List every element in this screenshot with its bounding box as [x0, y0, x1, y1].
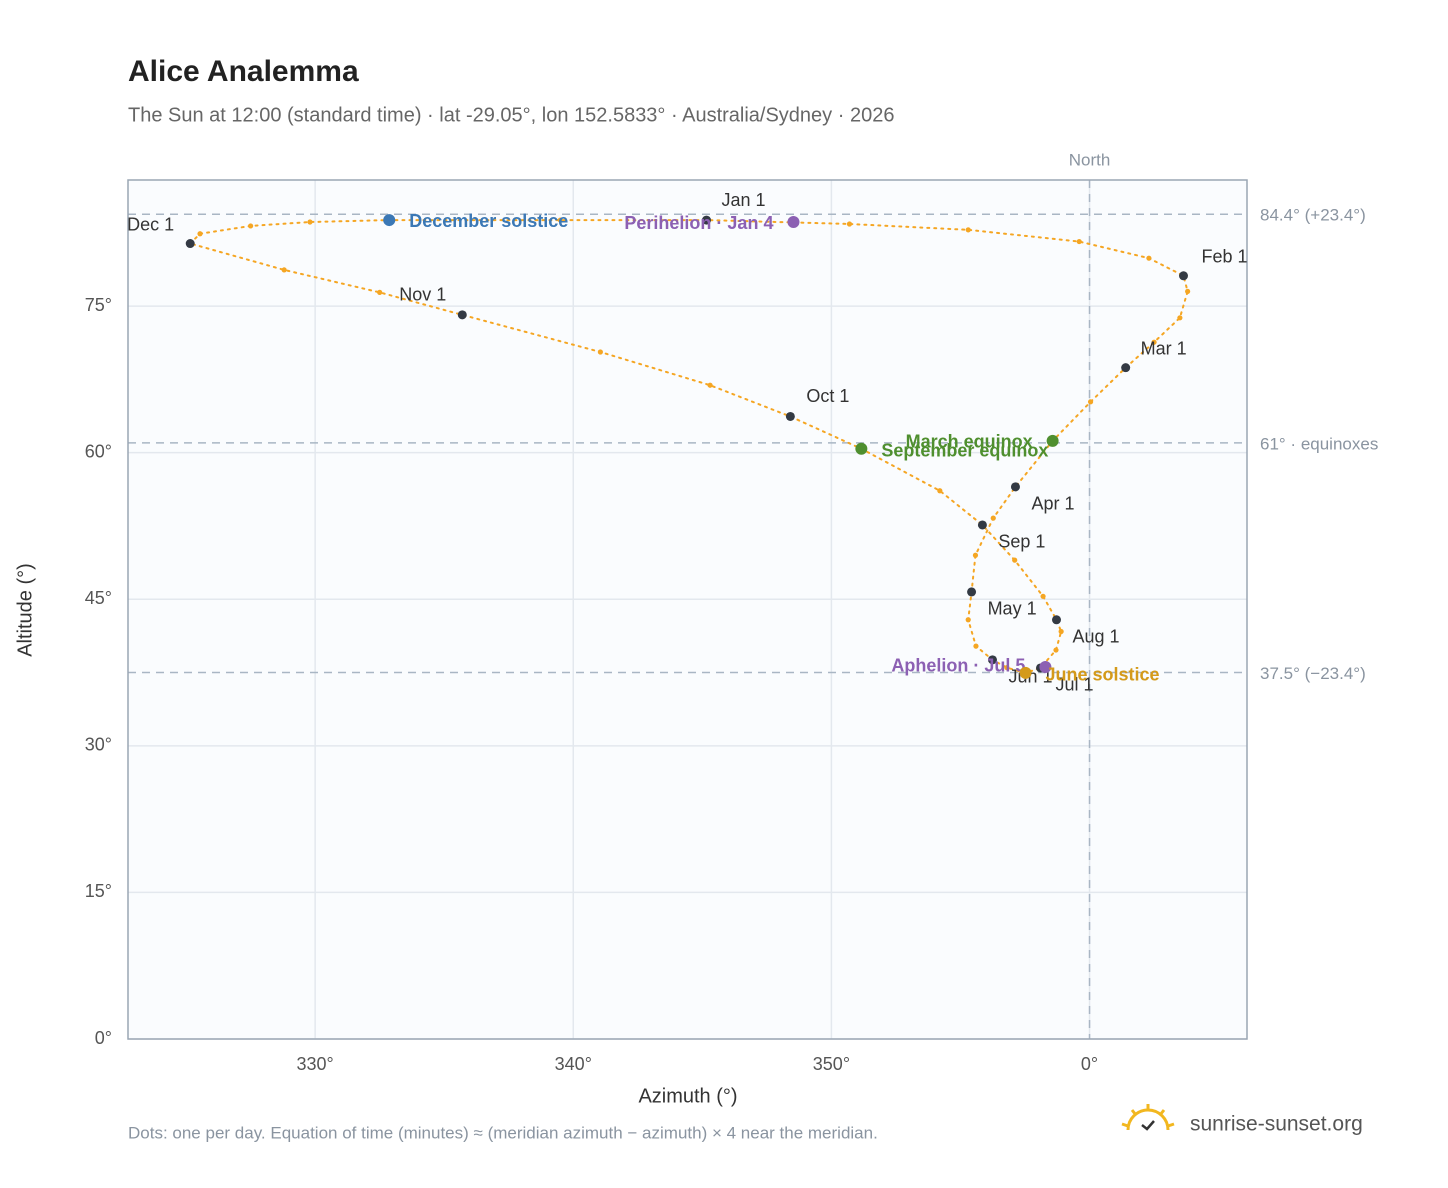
event-dot — [855, 442, 868, 455]
day-dot — [1177, 315, 1183, 321]
y-tick-label: 45° — [85, 588, 112, 608]
day-dot — [248, 223, 254, 229]
event-label: March equinox — [906, 432, 1033, 452]
day-dot — [965, 617, 971, 623]
month-label: Mar 1 — [1141, 338, 1187, 358]
month-dot — [967, 587, 977, 597]
day-dot — [377, 289, 383, 295]
month-dot — [785, 411, 795, 421]
month-label: Jan 1 — [721, 190, 765, 210]
event-dot — [787, 216, 800, 229]
event-label: September equinox — [881, 440, 1048, 460]
reference-label: 61° · equinoxes — [1260, 434, 1378, 453]
month-dot — [1178, 271, 1188, 281]
month-label: Feb 1 — [1201, 247, 1247, 267]
y-tick-label: 0° — [95, 1028, 112, 1048]
day-dot — [1040, 593, 1046, 599]
day-dot — [707, 382, 713, 388]
month-dot — [1010, 482, 1020, 492]
event-dot — [1046, 434, 1059, 447]
day-dot — [990, 515, 996, 521]
day-dot — [307, 219, 313, 225]
month-label: Oct 1 — [806, 386, 849, 406]
event-dot — [383, 214, 396, 227]
north-label: North — [1069, 150, 1111, 169]
day-dot — [1146, 255, 1152, 261]
day-dot — [846, 221, 853, 227]
event-dot — [1019, 666, 1032, 679]
month-label: May 1 — [988, 599, 1037, 619]
event-label: Perihelion · Jan 4 — [624, 213, 773, 233]
day-dot — [1058, 628, 1064, 635]
y-tick-label: 15° — [85, 881, 112, 901]
month-dot — [987, 655, 997, 665]
brand-name: sunrise-sunset.org — [1190, 1113, 1363, 1136]
day-dot — [972, 552, 979, 558]
month-label: Aug 1 — [1072, 627, 1119, 647]
reference-label: 37.5° (−23.4°) — [1260, 664, 1366, 683]
day-dot — [965, 227, 971, 233]
chart-title: Alice Analemma — [128, 55, 359, 88]
event-label: June solstice — [1046, 665, 1160, 685]
plot-frame — [127, 179, 1248, 1040]
month-label: Nov 1 — [399, 285, 446, 305]
event-label: Aphelion · Jul 5 — [891, 656, 1025, 676]
month-dot — [185, 239, 195, 249]
day-dot — [597, 349, 603, 355]
month-label: Jul 1 — [1055, 675, 1093, 695]
y-tick-label: 30° — [85, 735, 112, 755]
event-dot — [1039, 660, 1052, 673]
month-dot — [1051, 615, 1061, 625]
day-dot — [1004, 665, 1010, 671]
y-tick-label: 60° — [85, 441, 112, 461]
plot-area — [128, 180, 1247, 1039]
month-label: Dec 1 — [127, 214, 174, 234]
day-dot — [281, 267, 287, 273]
month-dot — [457, 310, 467, 320]
x-tick-label: 350° — [813, 1054, 850, 1074]
y-tick-label: 75° — [85, 295, 112, 315]
x-tick-label: 330° — [297, 1054, 334, 1074]
day-dot — [557, 217, 563, 223]
month-dot — [701, 215, 711, 225]
brand-logo — [1121, 1104, 1175, 1131]
chart-subtitle: The Sun at 12:00 (standard time) · lat -… — [128, 104, 894, 126]
day-dot — [1151, 339, 1157, 345]
month-dot — [1121, 363, 1131, 373]
day-dot — [937, 488, 943, 494]
day-dot — [1076, 238, 1082, 245]
x-tick-label: 340° — [555, 1054, 592, 1074]
month-label: Sep 1 — [998, 532, 1045, 552]
footnote: Dots: one per day. Equation of time (min… — [128, 1123, 878, 1142]
x-tick-label: 0° — [1081, 1054, 1098, 1074]
event-label: December solstice — [409, 211, 568, 231]
day-dot — [1185, 288, 1191, 295]
day-dot — [1087, 399, 1094, 405]
x-axis-label: Azimuth (°) — [638, 1085, 737, 1107]
day-dot — [197, 231, 203, 237]
y-axis-label: Altitude (°) — [14, 563, 36, 657]
reference-label: 84.4° (+23.4°) — [1260, 206, 1366, 225]
month-label: Apr 1 — [1031, 494, 1074, 514]
day-dot — [1012, 557, 1018, 563]
day-dot — [973, 643, 979, 649]
month-dot — [977, 520, 987, 530]
day-dot — [1053, 647, 1059, 653]
